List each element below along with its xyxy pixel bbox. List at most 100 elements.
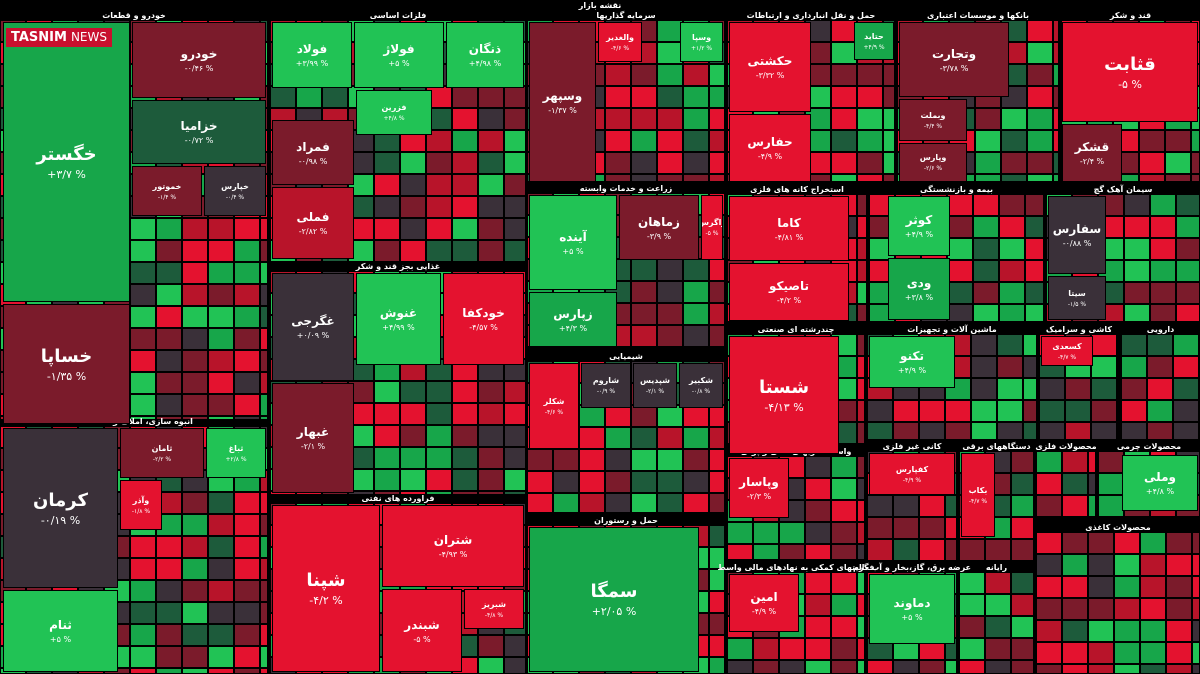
filler-tile xyxy=(867,400,893,422)
filler-tile xyxy=(182,394,208,416)
filler-tile xyxy=(657,152,683,174)
stock-name: قثابت xyxy=(1104,53,1156,75)
filler-tile xyxy=(605,108,631,130)
stock-name: ذنگان xyxy=(468,42,502,56)
stock-change: -۰/۱۹ % xyxy=(40,513,81,527)
filler-tile xyxy=(631,86,657,108)
filler-tile xyxy=(478,240,504,262)
filler-tile xyxy=(857,238,867,260)
sector-title: غذایی بجز قند و شکر xyxy=(355,262,441,271)
stock-name: وپاسار xyxy=(739,475,779,489)
filler-tile xyxy=(1062,664,1088,674)
sector-title: چندرشته ای صنعتی xyxy=(757,325,835,334)
filler-tile xyxy=(156,416,182,420)
filler-tile xyxy=(182,372,208,394)
filler-tile xyxy=(260,284,268,306)
filler-tile xyxy=(452,425,478,447)
stock-tile: خودرو -۰/۴۶ % xyxy=(132,22,266,98)
filler-tile xyxy=(156,328,182,350)
filler-tile xyxy=(182,262,208,284)
filler-tile xyxy=(1011,660,1034,674)
filler-tile xyxy=(1088,532,1114,554)
filler-tile xyxy=(1036,620,1062,642)
filler-tile xyxy=(400,218,426,240)
filler-tile xyxy=(683,86,709,108)
filler-tile xyxy=(857,660,865,674)
filler-tile xyxy=(426,196,452,218)
filler-tile xyxy=(478,196,504,218)
filler-tile xyxy=(374,196,400,218)
filler-tile xyxy=(857,152,883,174)
filler-tile xyxy=(1062,620,1088,642)
filler-tile xyxy=(130,580,156,602)
filler-tile xyxy=(504,174,526,196)
filler-tile xyxy=(857,194,867,216)
filler-tile xyxy=(504,635,526,657)
filler-tile xyxy=(504,469,526,491)
stock-tile: قشکر -۲/۴ % xyxy=(1062,124,1122,182)
filler-tile xyxy=(1191,130,1200,152)
filler-tile xyxy=(1098,451,1124,473)
filler-tile xyxy=(1124,260,1150,282)
stock-tile: خپارس -۰/۴ % xyxy=(204,166,266,216)
filler-tile xyxy=(208,416,234,420)
filler-tile xyxy=(234,602,260,624)
filler-tile xyxy=(504,130,526,152)
filler-tile xyxy=(1150,260,1176,282)
filler-tile xyxy=(1176,260,1200,282)
filler-tile xyxy=(208,668,234,674)
filler-tile xyxy=(1027,152,1053,174)
filler-tile xyxy=(1088,576,1114,598)
filler-tile xyxy=(234,558,260,580)
stock-name: دماوند xyxy=(893,596,931,610)
filler-tile xyxy=(893,517,919,539)
stock-change: -۴/۹ % xyxy=(757,152,783,161)
stock-change: -۵ % xyxy=(705,230,719,237)
filler-tile xyxy=(683,303,709,325)
filler-tile xyxy=(260,306,268,328)
stock-tile: سیتا -۱/۵ % xyxy=(1048,276,1106,320)
filler-tile xyxy=(973,238,999,260)
filler-tile xyxy=(1124,194,1150,216)
filler-tile xyxy=(1140,664,1166,674)
stock-name: شپدیس xyxy=(639,376,671,385)
stock-change: -۱/۸ % xyxy=(131,507,151,515)
filler-tile xyxy=(130,646,156,668)
filler-tile xyxy=(683,152,709,174)
filler-tile xyxy=(374,152,400,174)
filler-tile xyxy=(631,405,657,427)
stock-tile: وملی +۴/۸ % xyxy=(1122,455,1198,511)
filler-tile xyxy=(130,536,156,558)
filler-tile xyxy=(234,646,260,668)
filler-tile xyxy=(1091,356,1117,378)
stock-name: خساپا xyxy=(40,345,93,367)
filler-tile xyxy=(857,282,867,304)
stock-tile: وبملت -۴/۴ % xyxy=(899,99,967,141)
filler-tile xyxy=(130,284,156,306)
stock-name: خموتور xyxy=(152,181,182,191)
filler-tile xyxy=(260,240,268,262)
stock-tile: غبهار -۲/۱ % xyxy=(272,383,354,493)
filler-tile xyxy=(831,108,857,130)
filler-tile xyxy=(631,130,657,152)
filler-tile xyxy=(883,64,895,86)
stock-change: -۲/۱ % xyxy=(645,388,665,395)
filler-tile xyxy=(1124,216,1150,238)
stock-name: سفارس xyxy=(1052,222,1102,236)
filler-tile xyxy=(631,152,657,174)
stock-tile: خودکفا -۴/۵۷ % xyxy=(443,273,524,365)
filler-tile xyxy=(1027,130,1053,152)
filler-tile xyxy=(857,130,883,152)
stock-tile: قثابت -۵ % xyxy=(1062,22,1198,122)
filler-tile xyxy=(1062,451,1088,473)
filler-tile xyxy=(867,539,893,561)
filler-tile xyxy=(999,194,1025,216)
filler-tile xyxy=(857,260,867,282)
filler-tile xyxy=(1091,400,1117,422)
filler-tile xyxy=(1001,108,1027,130)
stock-tile: ودی +۳/۸ % xyxy=(888,258,950,320)
filler-tile xyxy=(234,536,260,558)
filler-tile xyxy=(973,304,999,322)
stock-change: +۳/۷ % xyxy=(47,167,86,181)
filler-tile xyxy=(657,130,683,152)
